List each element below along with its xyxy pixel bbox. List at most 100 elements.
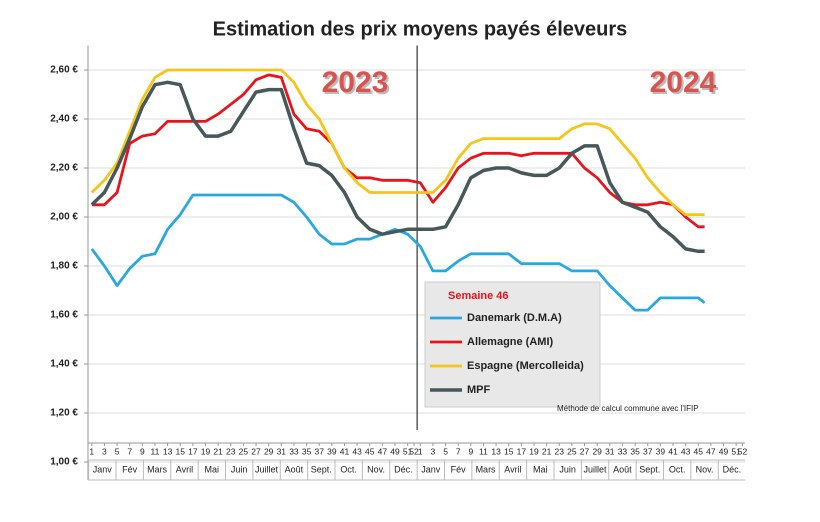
x-tick-label: 31 xyxy=(277,446,287,456)
x-tick-label: 35 xyxy=(630,446,640,456)
month-label: Juillet xyxy=(584,464,608,474)
y-tick-label: 2,60 € xyxy=(50,65,78,76)
month-label: Mars xyxy=(476,464,496,474)
x-tick-label: 13 xyxy=(163,446,173,456)
x-tick-label: 11 xyxy=(479,446,488,456)
legend-label: Danemark (D.M.A) xyxy=(467,312,562,324)
x-tick-label: 35 xyxy=(302,446,312,456)
x-tick-label: 47 xyxy=(706,446,716,456)
x-tick-label: 29 xyxy=(592,446,602,456)
legend-label: Espagne (Mercolleida) xyxy=(467,360,584,372)
note: Méthode de calcul commune avec l'IFIP xyxy=(557,404,699,413)
x-tick-label: 19 xyxy=(201,446,211,456)
x-tick-label: 25 xyxy=(239,446,249,456)
x-tick-label: 23 xyxy=(555,446,565,456)
x-tick-label: 39 xyxy=(656,446,666,456)
month-label: Avril xyxy=(504,464,521,474)
y-tick-label: 1,20 € xyxy=(50,408,78,419)
x-tick-label: 33 xyxy=(289,446,299,456)
x-tick-label: 5 xyxy=(443,446,448,456)
x-tick-label: 39 xyxy=(327,446,337,456)
x-tick-label: 23 xyxy=(226,446,236,456)
x-tick-label: 29 xyxy=(264,446,274,456)
x-tick-label: 31 xyxy=(605,446,615,456)
x-tick-label: 43 xyxy=(352,446,362,456)
x-tick-label: 41 xyxy=(340,446,350,456)
x-tick-label: 49 xyxy=(390,446,400,456)
legend-label: Allemagne (AMI) xyxy=(467,336,554,348)
x-tick-label: 7 xyxy=(456,446,461,456)
x-tick-label: 25 xyxy=(567,446,577,456)
legend-label: MPF xyxy=(467,384,491,396)
x-tick-label: 13 xyxy=(491,446,501,456)
month-label: Juillet xyxy=(255,464,279,474)
y-tick-label: 1,40 € xyxy=(50,359,78,370)
y-tick-label: 2,20 € xyxy=(50,163,78,174)
x-tick-label: 45 xyxy=(694,446,704,456)
month-label: Juin xyxy=(231,464,248,474)
year-annotation: 2024 xyxy=(650,66,717,99)
x-tick-label: 27 xyxy=(580,446,590,456)
x-tick-label: 15 xyxy=(175,446,185,456)
month-label: Mars xyxy=(147,464,167,474)
x-tick-label: 21 xyxy=(542,446,552,456)
month-label: Janv xyxy=(421,464,441,474)
month-label: Nov. xyxy=(367,464,385,474)
month-label: Mai xyxy=(205,464,220,474)
x-tick-label: 11 xyxy=(151,446,160,456)
month-label: Oct. xyxy=(669,464,686,474)
legend-title: Semaine 46 xyxy=(448,290,509,302)
month-label: Juin xyxy=(559,464,576,474)
month-label: Août xyxy=(613,464,632,474)
x-tick-label: 9 xyxy=(140,446,145,456)
legend-box xyxy=(424,281,601,408)
x-tick-label: 41 xyxy=(668,446,678,456)
x-tick-label: 17 xyxy=(188,446,198,456)
year-annotation-shadow: 2023 xyxy=(324,68,391,101)
x-tick-label: 37 xyxy=(643,446,653,456)
x-tick-label: 21 xyxy=(213,446,223,456)
month-label: Sept. xyxy=(639,464,660,474)
y-tick-label: 1,00 € xyxy=(50,457,78,468)
series-line xyxy=(90,193,706,312)
x-tick-label: 33 xyxy=(618,446,628,456)
month-label: Déc. xyxy=(394,464,413,474)
x-tick-label: 15 xyxy=(504,446,514,456)
month-label: Déc. xyxy=(723,464,742,474)
x-tick-label: 5 xyxy=(115,446,120,456)
series-line xyxy=(90,68,705,216)
month-label: Nov. xyxy=(696,464,714,474)
month-label: Oct. xyxy=(340,464,357,474)
x-tick-label: 1 xyxy=(89,446,94,456)
y-tick-label: 2,40 € xyxy=(50,114,78,125)
x-tick-label: 45 xyxy=(365,446,375,456)
year-annotation-shadow: 2024 xyxy=(652,68,719,101)
month-label: Août xyxy=(285,464,304,474)
month-label: Fév xyxy=(122,464,138,474)
year-annotation: 2023 xyxy=(322,66,389,99)
x-tick-label: 37 xyxy=(314,446,324,456)
month-label: Janv xyxy=(93,464,113,474)
x-tick-label: 49 xyxy=(719,446,729,456)
x-tick-label: 27 xyxy=(251,446,261,456)
month-label: Fév xyxy=(451,464,467,474)
x-tick-label: 51 xyxy=(731,446,741,456)
x-tick-label: 3 xyxy=(431,446,436,456)
x-tick-label: 43 xyxy=(681,446,691,456)
x-tick-label: 1 xyxy=(418,446,423,456)
y-tick-label: 1,80 € xyxy=(50,261,78,272)
x-tick-label: 51 xyxy=(403,446,413,456)
x-tick-label: 7 xyxy=(127,446,132,456)
x-tick-label: 52 xyxy=(409,446,419,456)
x-tick-label: 3 xyxy=(102,446,107,456)
x-tick-label: 17 xyxy=(517,446,527,456)
x-tick-label: 9 xyxy=(468,446,473,456)
y-tick-label: 1,60 € xyxy=(50,310,78,321)
month-label: Sept. xyxy=(311,464,332,474)
month-label: Avril xyxy=(176,464,193,474)
x-tick-label: 19 xyxy=(529,446,539,456)
x-tick-label: 47 xyxy=(378,446,388,456)
series-line xyxy=(90,80,705,254)
